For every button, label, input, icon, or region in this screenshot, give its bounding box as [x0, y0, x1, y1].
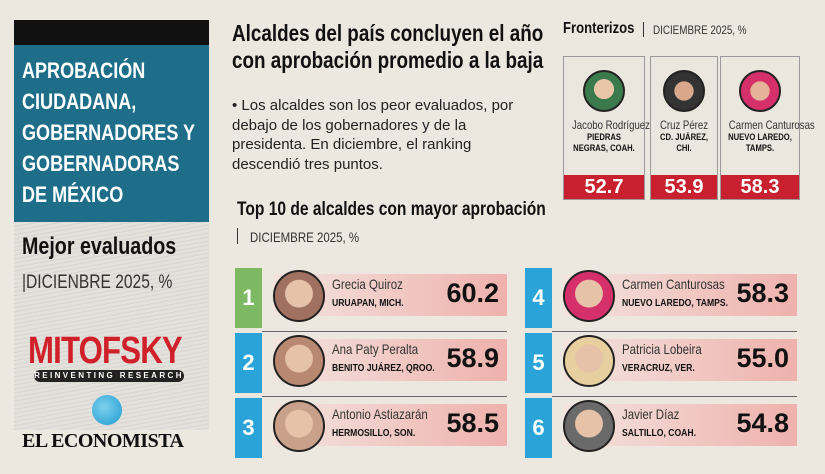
ranking-row: 1 Grecia Quiroz URUAPAN, MICH. 60.2 [235, 268, 507, 328]
avatar [273, 400, 325, 452]
best-rated-subtitle: Mejor evaluados [22, 233, 177, 260]
ranking-row: 3 Antonio Astiazarán HERMOSILLO, SON. 58… [235, 398, 507, 458]
ranking-row: 5 Patricia Lobeira VERACRUZ, VER. 55.0 [525, 333, 797, 393]
fronterizo-value: 58.3 [721, 175, 799, 199]
avatar [273, 270, 325, 322]
mitofsky-logo: MITOFSKY [28, 330, 183, 372]
mayor-city: HERMOSILLO, SON. [332, 427, 416, 439]
mayor-name: Antonio Astiazarán [332, 406, 428, 422]
mayor-name: Javier Díaz [622, 406, 680, 422]
avatar [739, 70, 781, 112]
ranking-row: 4 Carmen Canturosas NUEVO LAREDO, TAMPS.… [525, 268, 797, 328]
fronterizo-card: Carmen Canturosas NUEVO LAREDO, TAMPS. 5… [720, 56, 815, 200]
mayor-city: SALTILLO, COAH. [622, 427, 696, 439]
fronterizos-title: Fronterizos [563, 20, 635, 37]
mayor-name: Grecia Quiroz [332, 276, 403, 292]
mayor-name: Patricia Lobeira [622, 341, 702, 357]
black-bar [14, 20, 209, 45]
el-economista-logo: EL ECONOMISTA [22, 430, 184, 452]
fronterizo-value: 53.9 [651, 175, 717, 199]
approval-value: 58.3 [736, 278, 789, 308]
headline-line: Alcaldes del país concluyen el año [232, 20, 544, 46]
avatar [583, 70, 625, 112]
fronterizo-city: NUEVO LAREDO, TAMPS. [728, 132, 792, 153]
fronterizos-period: DICIEMBRE 2025, % [653, 23, 747, 37]
rank-badge: 3 [235, 398, 262, 458]
fronterizo-name: Cruz Pérez [659, 118, 709, 132]
fronterizo-name: Carmen Canturosas [728, 118, 815, 132]
rank-badge: 4 [525, 268, 552, 328]
ranking-row: 6 Javier Díaz SALTILLO, COAH. 54.8 [525, 398, 797, 458]
mitofsky-tagline: REINVENTING RESEARCH [34, 370, 184, 382]
top10-period: DICIEMBRE 2025, % [250, 229, 360, 245]
section-title-line: CIUDADANA, [22, 89, 137, 114]
mayor-name: Ana Paty Peralta [332, 341, 419, 357]
article-body: • Los alcaldes son los peor evaluados, p… [232, 97, 514, 173]
mayor-city: BENITO JUÁREZ, QROO. [332, 362, 435, 374]
headline-line: con aprobación promedio a la baja [232, 47, 544, 73]
avatar [563, 400, 615, 452]
approval-value: 58.9 [446, 343, 499, 373]
approval-value: 55.0 [736, 343, 789, 373]
approval-value: 58.5 [446, 408, 499, 438]
mayor-name: Carmen Canturosas [622, 276, 725, 292]
rank-badge: 5 [525, 333, 552, 393]
mayor-city: NUEVO LAREDO, TAMPS. [622, 297, 729, 309]
top10-title: Top 10 de alcaldes con mayor aprobación [237, 199, 546, 220]
headline: Alcaldes del país concluyen el año con a… [232, 20, 543, 74]
row-divider [262, 396, 507, 397]
approval-value: 54.8 [736, 408, 789, 438]
approval-value: 60.2 [446, 278, 499, 308]
mayor-city: URUAPAN, MICH. [332, 297, 404, 309]
fronterizo-card: Jacobo Rodríguez PIEDRAS NEGRAS, COAH. 5… [563, 56, 650, 200]
row-divider [262, 331, 507, 332]
avatar [563, 335, 615, 387]
section-title-box: APROBACIÓN CIUDADANA, GOBERNADORES Y GOB… [14, 45, 209, 222]
avatar [273, 335, 325, 387]
fronterizo-name: Jacobo Rodríguez [572, 118, 650, 132]
row-divider [552, 331, 797, 332]
fronterizo-city: PIEDRAS NEGRAS, COAH. [573, 132, 635, 153]
row-divider [552, 396, 797, 397]
el-economista-globe-icon [92, 395, 122, 425]
section-title-line: DE MÉXICO [22, 182, 124, 207]
section-title-line: GOBERNADORES Y [22, 120, 196, 145]
mayor-city: VERACRUZ, VER. [622, 362, 695, 374]
section-title-line: GOBERNADORAS [22, 151, 180, 176]
rank-badge: 1 [235, 268, 262, 328]
rank-badge: 2 [235, 333, 262, 393]
fronterizo-city: CD. JUÁREZ, CHI. [659, 132, 709, 153]
avatar [663, 70, 705, 112]
avatar [563, 270, 615, 322]
separator [237, 228, 238, 244]
section-title-line: APROBACIÓN [22, 58, 146, 83]
separator [643, 22, 644, 37]
period-label: |DICIENBRE 2025, % [22, 272, 173, 293]
ranking-row: 2 Ana Paty Peralta BENITO JUÁREZ, QROO. … [235, 333, 507, 393]
rank-badge: 6 [525, 398, 552, 458]
fronterizo-value: 52.7 [564, 175, 644, 199]
fronterizo-card: Cruz Pérez CD. JUÁREZ, CHI. 53.9 [650, 56, 718, 200]
